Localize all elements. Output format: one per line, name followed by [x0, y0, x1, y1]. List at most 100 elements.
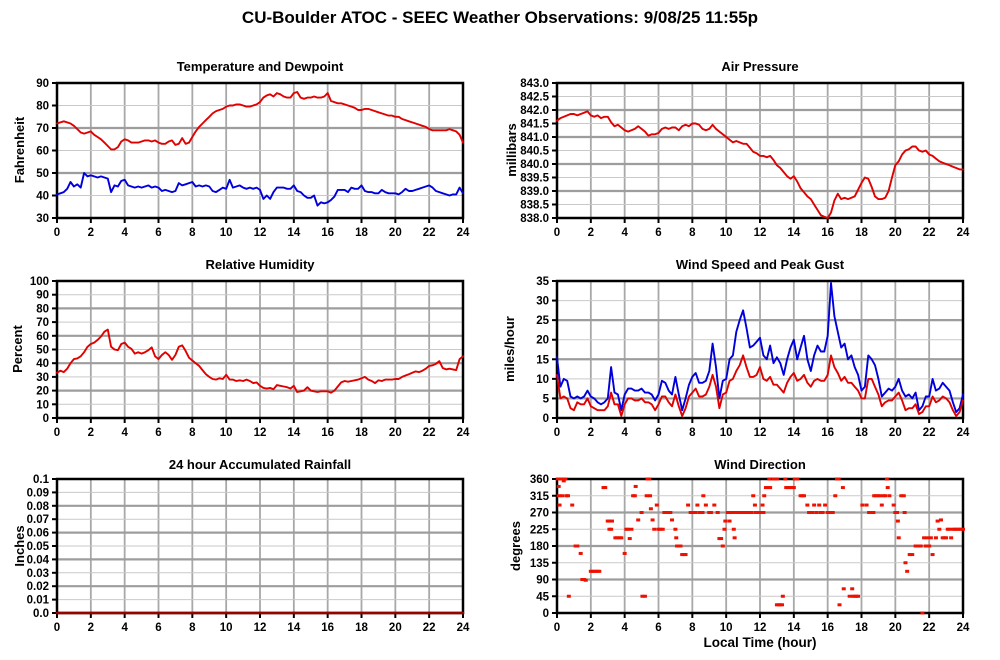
svg-text:4: 4 [121, 622, 128, 634]
svg-text:18: 18 [355, 227, 368, 239]
svg-text:842.5: 842.5 [520, 92, 549, 104]
page-title: CU-Boulder ATOC - SEEC Weather Observati… [241, 8, 759, 27]
svg-text:30: 30 [36, 372, 49, 384]
svg-text:20: 20 [536, 335, 549, 347]
svg-text:839.0: 839.0 [520, 186, 549, 198]
svg-text:8: 8 [689, 427, 696, 439]
svg-text:60: 60 [36, 331, 49, 343]
svg-text:20: 20 [389, 227, 402, 239]
svg-text:838.5: 838.5 [520, 200, 549, 212]
svg-text:0: 0 [543, 413, 549, 425]
svg-text:6: 6 [655, 622, 661, 634]
svg-text:0: 0 [54, 622, 60, 634]
svg-text:840.0: 840.0 [520, 159, 549, 171]
svg-text:22: 22 [423, 622, 436, 634]
svg-text:10: 10 [720, 227, 733, 239]
svg-text:12: 12 [254, 622, 267, 634]
svg-text:18: 18 [855, 622, 868, 634]
svg-text:0: 0 [543, 608, 549, 620]
svg-text:40: 40 [36, 358, 49, 370]
chart-temperature-dewpoint: Temperature and Dewpoint Fahrenheit 90 80… [0, 55, 500, 250]
svg-text:0: 0 [554, 427, 560, 439]
svg-text:90: 90 [36, 290, 49, 302]
svg-text:10: 10 [220, 227, 233, 239]
svg-text:60: 60 [36, 146, 49, 158]
svg-text:22: 22 [423, 227, 436, 239]
svg-text:35: 35 [536, 276, 549, 288]
svg-text:24: 24 [457, 227, 470, 239]
svg-text:4: 4 [621, 622, 628, 634]
svg-text:14: 14 [787, 622, 800, 634]
svg-text:10: 10 [220, 622, 233, 634]
svg-text:12: 12 [254, 427, 267, 439]
svg-text:0.02: 0.02 [27, 581, 49, 593]
svg-text:16: 16 [321, 622, 334, 634]
chart-title: 24 hour Accumulated Rainfall [168, 457, 352, 472]
svg-text:18: 18 [355, 427, 368, 439]
svg-text:16: 16 [821, 427, 834, 439]
svg-text:18: 18 [355, 622, 368, 634]
svg-text:8: 8 [189, 427, 196, 439]
svg-text:2: 2 [88, 622, 94, 634]
chart-title: Temperature and Dewpoint [176, 59, 344, 74]
svg-text:360: 360 [530, 474, 549, 486]
svg-text:0: 0 [54, 227, 60, 239]
svg-text:24: 24 [957, 622, 970, 634]
svg-text:80: 80 [36, 101, 49, 113]
svg-text:20: 20 [36, 386, 49, 398]
svg-text:8: 8 [189, 622, 196, 634]
svg-text:0.09: 0.09 [27, 487, 49, 499]
svg-text:0: 0 [554, 622, 560, 634]
svg-text:6: 6 [655, 227, 661, 239]
svg-text:0: 0 [43, 413, 49, 425]
svg-text:8: 8 [689, 227, 696, 239]
svg-text:0.1: 0.1 [33, 474, 50, 486]
svg-text:6: 6 [655, 427, 661, 439]
svg-text:0.05: 0.05 [27, 541, 50, 553]
svg-text:14: 14 [787, 227, 800, 239]
svg-text:6: 6 [155, 227, 161, 239]
svg-text:12: 12 [754, 622, 767, 634]
svg-text:10: 10 [720, 622, 733, 634]
rainfall-plot: 0.10.090.080.070.060.050.040.030.020.010… [27, 474, 470, 634]
svg-text:50: 50 [36, 168, 49, 180]
svg-text:8: 8 [189, 227, 196, 239]
svg-text:842.0: 842.0 [520, 105, 549, 117]
chart-relative-humidity: Relative Humidity Percent 100 90 80 70 60 50 4… [0, 250, 500, 445]
svg-text:45: 45 [536, 591, 549, 603]
svg-text:12: 12 [254, 227, 267, 239]
svg-text:24: 24 [957, 427, 970, 439]
svg-text:841.5: 841.5 [520, 119, 549, 131]
svg-text:2: 2 [588, 622, 594, 634]
svg-text:16: 16 [321, 427, 334, 439]
svg-text:839.5: 839.5 [520, 173, 549, 185]
chart-title: Relative Humidity [205, 257, 315, 272]
x-axis-label: Local Time (hour) [703, 635, 817, 650]
svg-text:12: 12 [754, 427, 767, 439]
svg-text:30: 30 [36, 213, 49, 225]
svg-text:6: 6 [155, 622, 161, 634]
svg-text:100: 100 [30, 276, 49, 288]
svg-text:2: 2 [588, 227, 594, 239]
svg-text:30: 30 [536, 296, 549, 308]
svg-text:16: 16 [321, 227, 334, 239]
chart-air-pressure: Air Pressure millibars 843.0 842.5 842.0 84… [500, 55, 1000, 250]
svg-text:14: 14 [287, 622, 300, 634]
svg-text:20: 20 [889, 227, 902, 239]
svg-text:90: 90 [536, 575, 549, 587]
svg-text:24: 24 [957, 227, 970, 239]
svg-text:50: 50 [36, 345, 49, 357]
svg-text:10: 10 [720, 427, 733, 439]
svg-text:0.07: 0.07 [27, 514, 49, 526]
svg-text:840.5: 840.5 [520, 146, 549, 158]
svg-text:18: 18 [855, 427, 868, 439]
svg-text:0.0: 0.0 [33, 608, 49, 620]
svg-text:4: 4 [121, 427, 128, 439]
svg-text:12: 12 [754, 227, 767, 239]
